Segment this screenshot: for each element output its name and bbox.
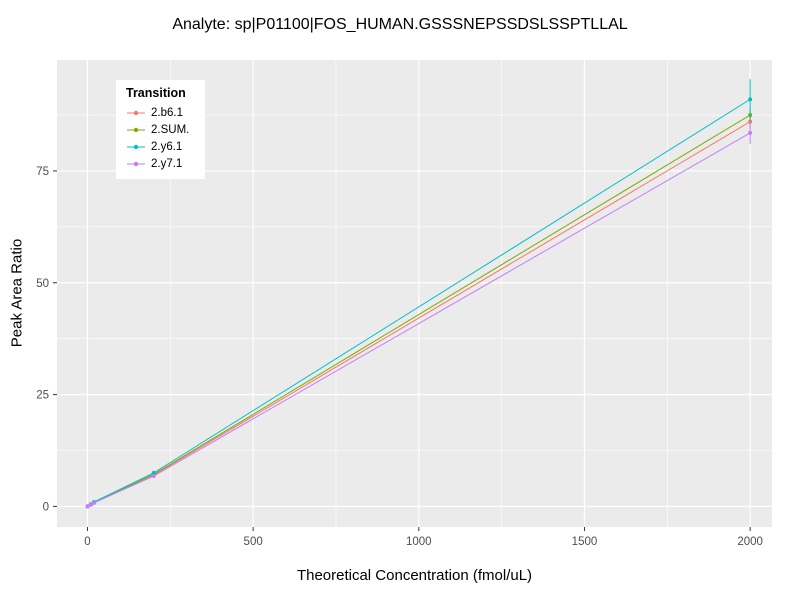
legend-item-label: 2.SUM. <box>151 123 190 136</box>
legend-items: 2.b6.1 2.SUM. 2.y6.1 2.y7.1 <box>126 104 189 172</box>
plot-title: Analyte: sp|P01100|FOS_HUMAN.GSSSNEPSSDS… <box>172 16 628 33</box>
y-tick-label: 25 <box>36 390 49 402</box>
legend-key-icon <box>126 140 146 154</box>
x-tick-label: 500 <box>244 536 263 548</box>
data-point <box>85 504 90 509</box>
legend-item: 2.SUM. <box>126 121 189 138</box>
legend-item: 2.y7.1 <box>126 155 189 172</box>
data-point <box>151 470 156 475</box>
legend-item-label: 2.y7.1 <box>151 157 183 170</box>
x-tick-label: 0 <box>84 536 90 548</box>
x-axis-title: Theoretical Concentration (fmol/uL) <box>296 567 533 584</box>
data-point <box>151 474 156 479</box>
x-tick-label: 1000 <box>406 536 432 548</box>
y-axis-title: Peak Area Ratio <box>8 238 26 348</box>
x-tick-label: 2000 <box>737 536 763 548</box>
data-point <box>88 502 93 507</box>
legend-item-label: 2.y6.1 <box>151 140 183 153</box>
legend-key-icon <box>126 123 146 137</box>
legend: Transition 2.b6.1 2.SUM. 2.y6.1 2.y7.1 <box>116 80 206 179</box>
legend-key-icon <box>126 106 146 120</box>
data-point <box>748 130 753 135</box>
legend-key-icon <box>126 157 146 171</box>
x-tick-label: 1500 <box>572 536 598 548</box>
data-point <box>92 500 97 505</box>
legend-item-label: 2.b6.1 <box>151 106 183 119</box>
legend-item: 2.b6.1 <box>126 104 189 121</box>
legend-title: Transition <box>126 86 186 100</box>
data-point <box>748 97 753 102</box>
y-tick-label: 75 <box>36 166 49 178</box>
y-tick-label: 0 <box>43 501 49 513</box>
y-tick-label: 50 <box>36 278 49 290</box>
legend-item: 2.y6.1 <box>126 138 189 155</box>
